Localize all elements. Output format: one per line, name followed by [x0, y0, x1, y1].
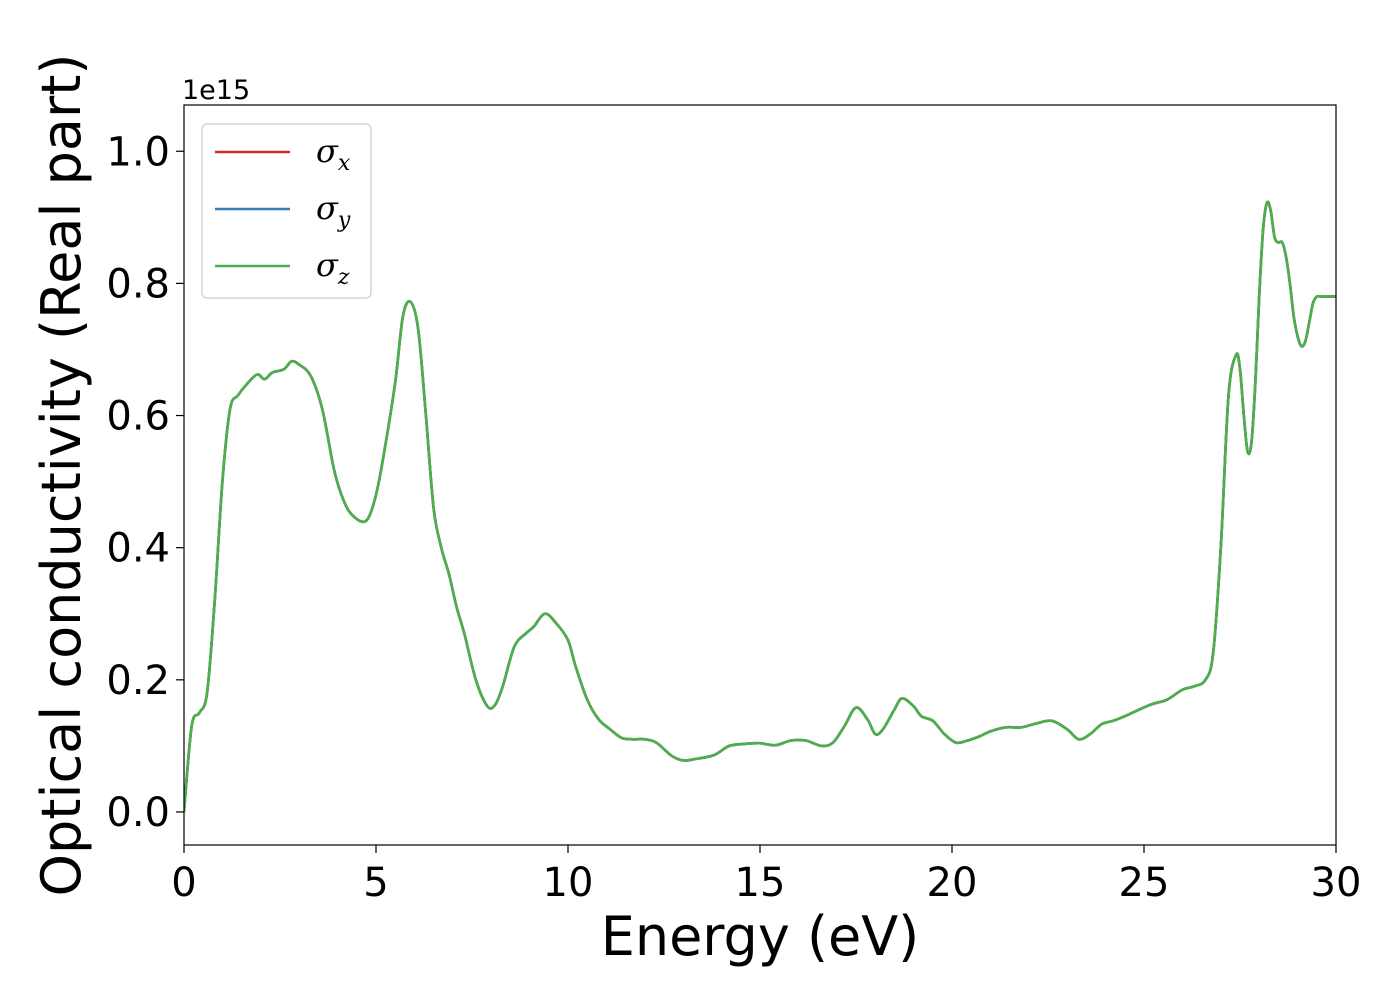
series-line-3 — [184, 200, 1336, 813]
legend-label-x: σx — [316, 132, 351, 176]
legend-label-y: σy — [316, 189, 351, 233]
y-tick-label: 0.0 — [106, 790, 170, 836]
legend-subscript: x — [338, 151, 351, 176]
y-axis-label: Optical conductivity (Real part) — [30, 54, 93, 897]
legend-symbol: σ — [316, 189, 339, 227]
x-tick-label: 30 — [1311, 860, 1362, 906]
y-tick-label: 0.6 — [106, 394, 170, 440]
x-tick-label: 25 — [1119, 860, 1170, 906]
x-axis-label: Energy (eV) — [601, 905, 920, 968]
x-tick-label: 15 — [735, 860, 786, 906]
legend-subscript: z — [337, 265, 350, 290]
x-axis-ticks: 0 5 10 15 20 25 30 — [171, 845, 1361, 906]
y-axis-offset-label: 1e15 — [182, 75, 250, 106]
x-tick-label: 0 — [171, 860, 196, 906]
y-tick-label: 1.0 — [106, 129, 170, 175]
series-layer — [184, 200, 1336, 813]
legend-symbol: σ — [316, 246, 339, 284]
legend-label-z: σz — [316, 246, 350, 290]
y-tick-label: 0.8 — [106, 261, 170, 307]
y-tick-label: 0.2 — [106, 658, 170, 704]
legend-subscript: y — [337, 208, 351, 233]
x-tick-label: 20 — [927, 860, 978, 906]
y-axis-ticks: 0.0 0.2 0.4 0.6 0.8 1.0 — [106, 129, 184, 836]
legend-symbol: σ — [316, 132, 339, 170]
y-tick-label: 0.4 — [106, 526, 170, 572]
x-tick-label: 10 — [543, 860, 594, 906]
x-tick-label: 5 — [363, 860, 388, 906]
legend-box — [201, 123, 372, 299]
